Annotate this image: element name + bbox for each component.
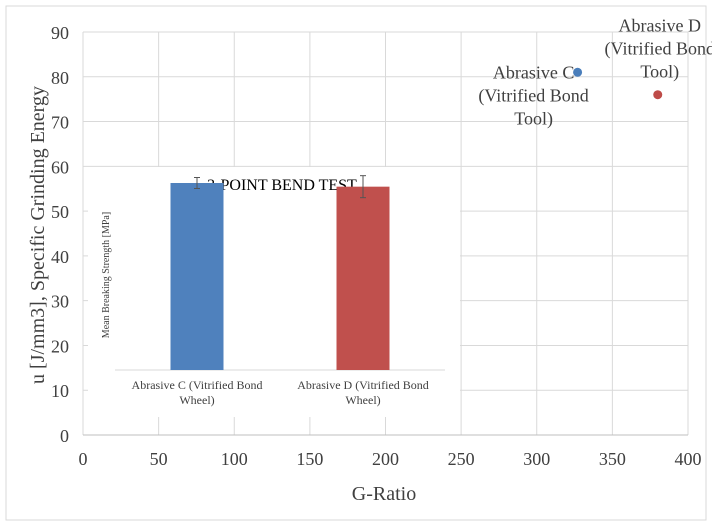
y-tick-label: 50 bbox=[51, 202, 69, 222]
x-tick-label: 400 bbox=[675, 449, 702, 469]
inset-bar bbox=[170, 183, 224, 370]
inset-bar bbox=[336, 186, 390, 370]
y-tick-label: 70 bbox=[51, 113, 69, 133]
scatter-point-label: Tool) bbox=[514, 108, 553, 129]
scatter-point-label: Tool) bbox=[640, 62, 679, 83]
inset-category-label: Wheel) bbox=[345, 393, 380, 407]
y-tick-label: 30 bbox=[51, 292, 69, 312]
scatter-points bbox=[573, 67, 663, 100]
inset-category-labels: Abrasive C (Vitrified BondWheel)Abrasive… bbox=[132, 378, 429, 407]
y-axis-ticks: 0 10 20 30 40 50 60 70 80 90 bbox=[51, 23, 69, 446]
scatter-point-label: (Vitrified Bond bbox=[605, 39, 712, 60]
x-axis-ticks: 0 50 100 150 200 250 300 350 400 bbox=[79, 449, 702, 469]
y-tick-label: 60 bbox=[51, 157, 69, 177]
scatter-point-label: Abrasive C bbox=[493, 62, 574, 82]
y-tick-label: 90 bbox=[51, 23, 69, 43]
x-tick-label: 50 bbox=[150, 449, 168, 469]
inset-chart-area bbox=[88, 167, 460, 417]
scatter-point bbox=[573, 67, 583, 77]
x-tick-label: 0 bbox=[79, 449, 88, 469]
scatter-point bbox=[653, 90, 663, 100]
x-tick-label: 250 bbox=[448, 449, 475, 469]
y-tick-label: 40 bbox=[51, 247, 69, 267]
x-tick-label: 300 bbox=[523, 449, 550, 469]
x-axis-label: G-Ratio bbox=[352, 483, 416, 505]
y-tick-label: 10 bbox=[51, 381, 69, 401]
x-tick-label: 100 bbox=[221, 449, 248, 469]
inset-chart-title: 3-POINT BEND TEST bbox=[207, 177, 357, 194]
inset-category-label: Wheel) bbox=[179, 393, 214, 407]
inset-bar-chart: 3-POINT BEND TEST Mean Breaking Strength… bbox=[88, 167, 460, 417]
y-tick-label: 20 bbox=[51, 336, 69, 356]
y-axis-label: u [J/mm3], Specific Grinding Energy bbox=[27, 86, 49, 384]
y-tick-label: 0 bbox=[60, 426, 69, 446]
y-tick-label: 80 bbox=[51, 68, 69, 88]
scatter-point-label: Abrasive D bbox=[619, 16, 701, 36]
scatter-point-label: (Vitrified Bond bbox=[478, 85, 588, 106]
x-tick-label: 350 bbox=[599, 449, 626, 469]
inset-bars bbox=[170, 175, 390, 370]
x-tick-label: 150 bbox=[296, 449, 323, 469]
inset-category-label: Abrasive D (Vitrified Bond bbox=[297, 378, 429, 392]
x-tick-label: 200 bbox=[372, 449, 399, 469]
inset-category-label: Abrasive C (Vitrified Bond bbox=[132, 378, 263, 392]
inset-y-axis-label: Mean Breaking Strength [MPa] bbox=[101, 212, 112, 338]
